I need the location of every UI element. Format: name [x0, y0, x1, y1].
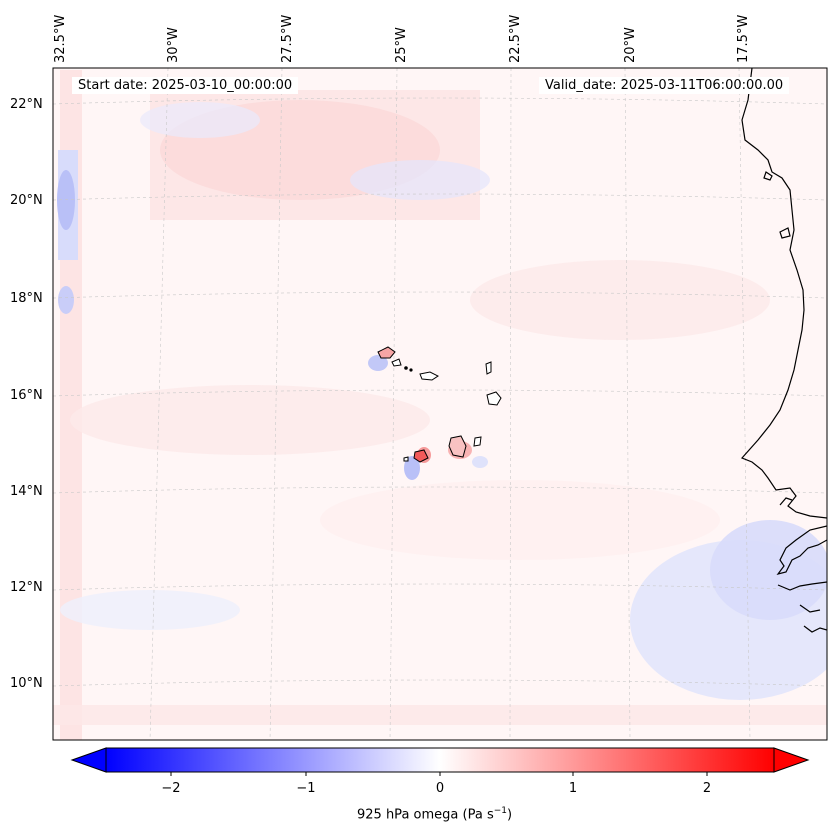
colorbar-tick-label: −1 — [296, 781, 316, 796]
lat-label: 12°N — [10, 580, 43, 595]
omega-field — [53, 68, 827, 740]
colorbar-scale — [105, 747, 775, 773]
colorbar-label: 925 hPa omega (Pa s−1) — [357, 806, 513, 823]
coastline — [740, 68, 827, 633]
lon-label: 20°W — [623, 27, 638, 63]
colorbar — [70, 747, 810, 776]
lon-label: 30°W — [166, 27, 181, 63]
lon-label: 25°W — [394, 27, 409, 63]
lon-label: 17.5°W — [736, 14, 751, 63]
lat-label: 22°N — [10, 97, 43, 112]
lon-label: 22.5°W — [508, 14, 523, 63]
colorbar-label-unit: Pa s — [467, 807, 494, 823]
map-frame — [52, 67, 828, 741]
colorbar-tick-label: 0 — [435, 781, 445, 796]
colorbar-extend-low — [70, 747, 107, 773]
lon-label: 32.5°W — [53, 14, 68, 63]
colorbar-ticks — [170, 772, 708, 776]
colorbar-label-field: 925 hPa omega — [357, 807, 459, 823]
lat-label: 14°N — [10, 484, 43, 499]
graticule — [53, 68, 827, 740]
colorbar-tick-label: 1 — [568, 781, 578, 796]
colorbar-extend-high — [773, 747, 810, 773]
map-panel — [52, 67, 828, 741]
lat-label: 16°N — [10, 388, 43, 403]
colorbar-label-unit-exp: −1 — [493, 806, 508, 816]
lat-label: 18°N — [10, 291, 43, 306]
start-date-label: Start date: 2025-03-10_00:00:00 — [72, 77, 299, 94]
colorbar-tick-label: −2 — [161, 781, 181, 796]
colorbar-tick-label: 2 — [702, 781, 712, 796]
lat-label: 10°N — [10, 676, 43, 691]
lat-label: 20°N — [10, 193, 43, 208]
islands — [377, 346, 502, 463]
valid-date-label: Valid_date: 2025-03-11T06:00:00.00 — [539, 77, 790, 94]
lon-label: 27.5°W — [280, 14, 295, 63]
